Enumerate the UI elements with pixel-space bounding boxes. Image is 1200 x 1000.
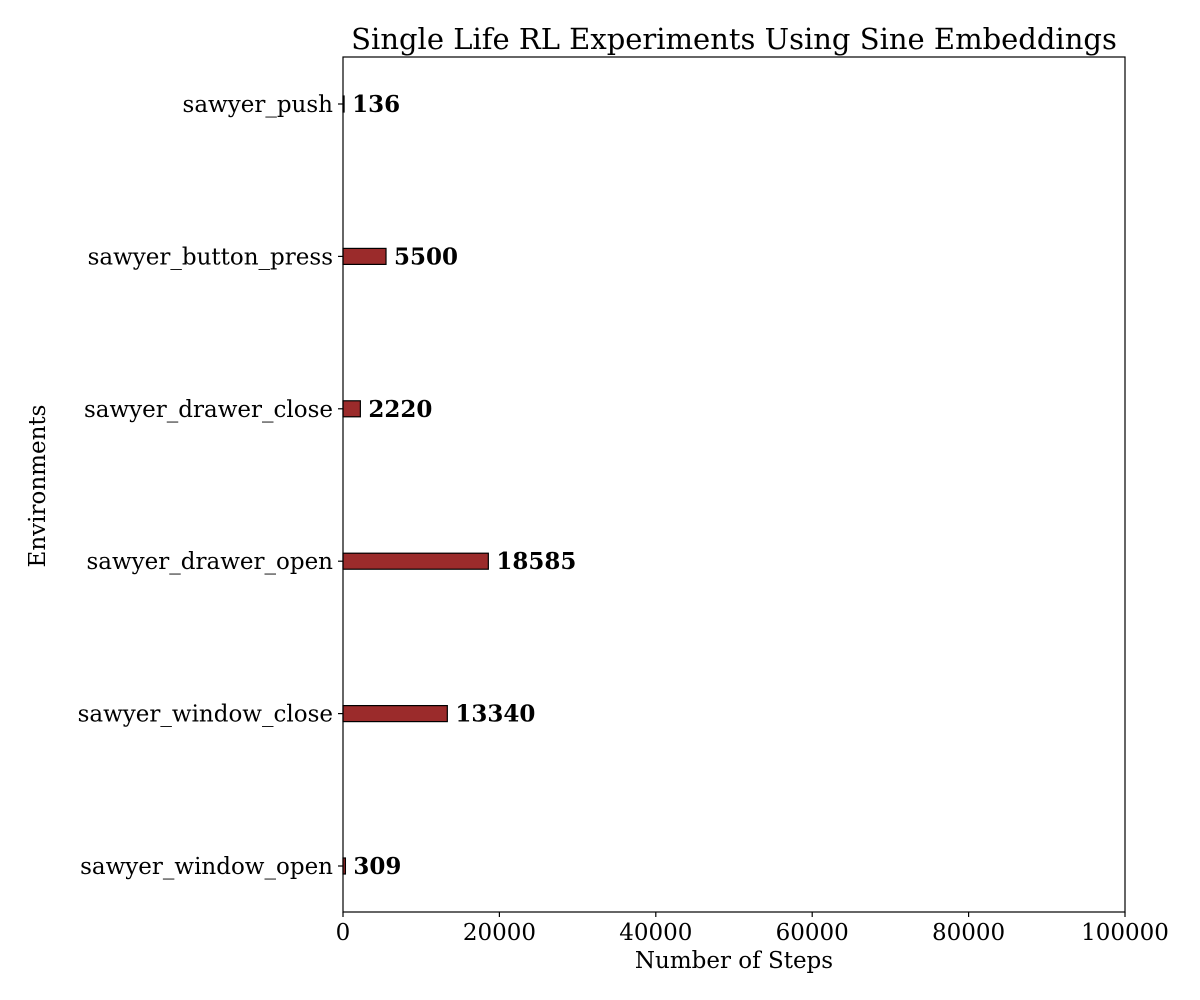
data-labels: 136 5500 2220 18585 13340 309 <box>352 91 576 880</box>
bar-sawyer-drawer-close <box>342 400 361 418</box>
x-tick-label: 60000 <box>776 920 849 946</box>
y-tick-label: sawyer_drawer_close <box>84 397 333 423</box>
x-tick-label: 100000 <box>1081 920 1169 946</box>
data-label: 5500 <box>394 243 458 270</box>
data-label: 18585 <box>496 548 576 575</box>
bar-sawyer-drawer-open <box>342 552 489 570</box>
x-axis-ticks: 0 20000 40000 60000 80000 100000 <box>336 912 1169 946</box>
bars-layer <box>342 95 489 875</box>
y-tick-label: sawyer_button_press <box>88 244 333 270</box>
y-tick-label: sawyer_window_open <box>80 854 333 880</box>
y-tick-label: sawyer_drawer_open <box>86 549 333 575</box>
y-axis-title: Environments <box>25 405 51 568</box>
bar-sawyer-window-close <box>342 704 448 723</box>
data-label: 309 <box>353 853 401 880</box>
y-axis-ticks: sawyer_push sawyer_button_press sawyer_dra… <box>78 92 343 880</box>
y-tick-label: sawyer_window_close <box>78 702 333 728</box>
x-axis-title: Number of Steps <box>635 948 833 974</box>
chart-title: Single Life RL Experiments Using Sine Em… <box>351 22 1117 56</box>
y-tick-label: sawyer_push <box>183 92 334 118</box>
bar-sawyer-button-press <box>342 247 387 265</box>
x-tick-label: 0 <box>336 920 351 946</box>
x-tick-label: 80000 <box>932 920 1005 946</box>
data-label: 13340 <box>455 701 535 728</box>
plot-area-frame <box>342 56 1126 913</box>
x-tick-label: 40000 <box>619 920 692 946</box>
data-label: 2220 <box>368 396 432 423</box>
data-label: 136 <box>352 91 400 118</box>
x-tick-label: 20000 <box>463 920 536 946</box>
